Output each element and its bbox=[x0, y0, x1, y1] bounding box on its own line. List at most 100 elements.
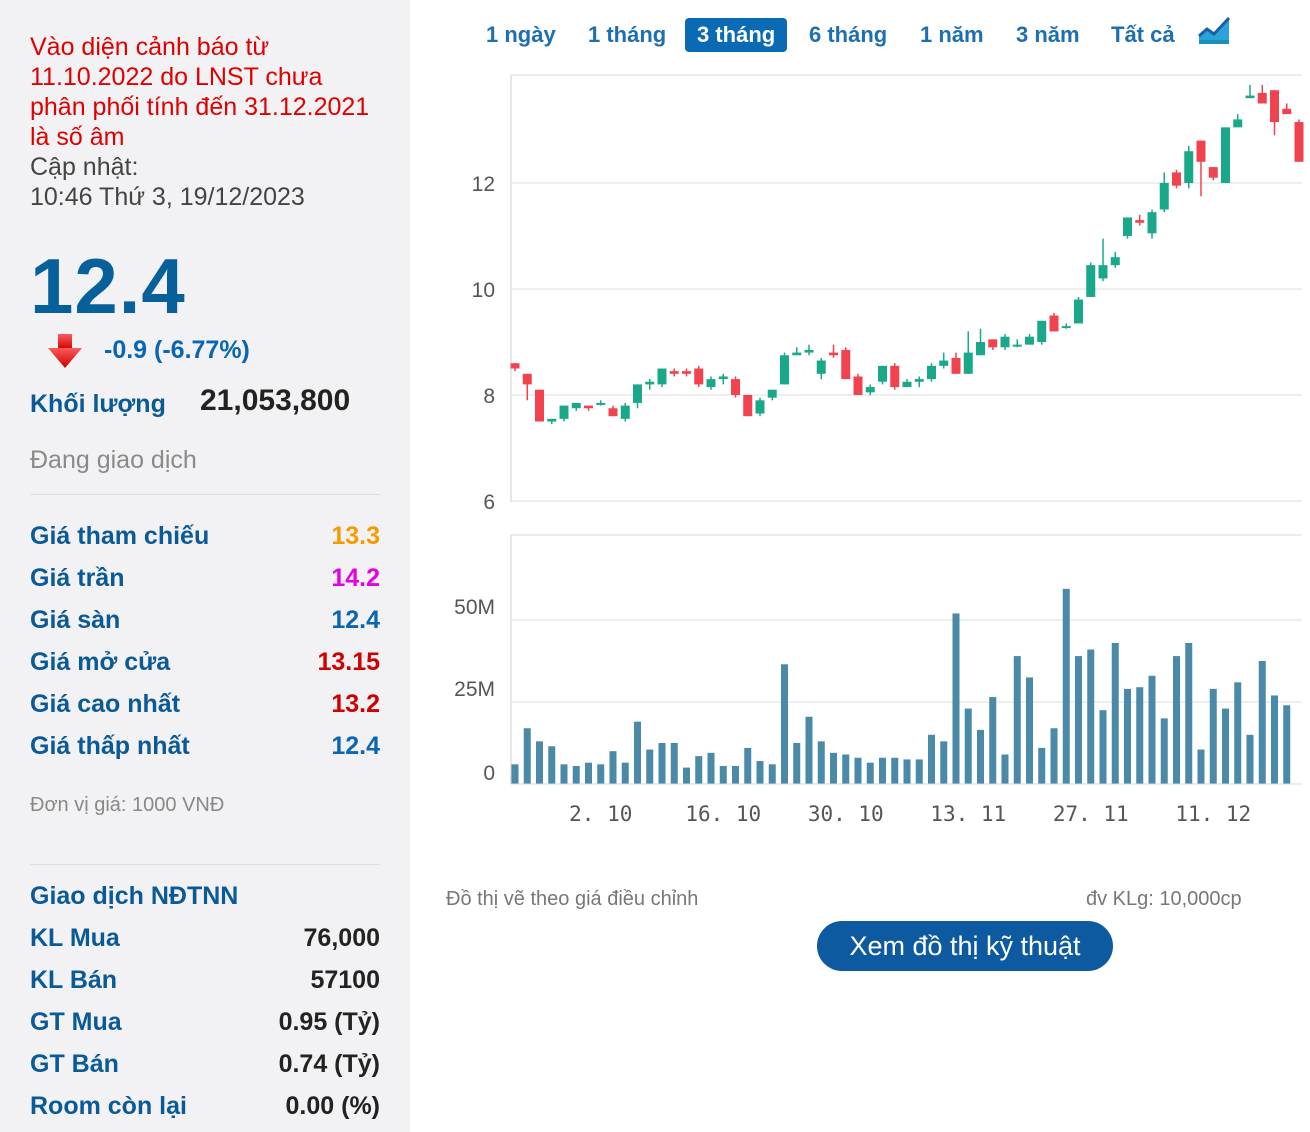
row-value: 12.4 bbox=[331, 606, 380, 634]
volume-bar bbox=[830, 752, 837, 784]
candle-body bbox=[731, 379, 740, 395]
volume-bar bbox=[1013, 656, 1021, 784]
volume-bar bbox=[793, 743, 801, 784]
technical-chart-button[interactable]: Xem đồ thị kỹ thuật bbox=[817, 921, 1113, 971]
candle-body bbox=[718, 376, 728, 380]
candle-body bbox=[1221, 127, 1230, 183]
candle bbox=[1184, 145, 1194, 189]
candle-body bbox=[816, 360, 826, 374]
volume-bar bbox=[1209, 688, 1217, 784]
row-value: 0.00 (%) bbox=[285, 1092, 380, 1120]
candle bbox=[706, 376, 716, 390]
row-value: 0.74 (Tỷ) bbox=[278, 1050, 380, 1078]
tab-1-day[interactable]: 1 ngày bbox=[486, 22, 556, 47]
candle bbox=[1098, 238, 1108, 282]
row-label: Giá trần bbox=[30, 564, 125, 592]
volume-bar bbox=[744, 747, 752, 784]
candle-body bbox=[645, 381, 655, 385]
candle bbox=[522, 373, 532, 401]
y-tick-label: 10 bbox=[472, 279, 495, 302]
tab-all[interactable]: Tất cả bbox=[1111, 22, 1175, 47]
candle bbox=[976, 328, 985, 356]
row-label: KL Bán bbox=[30, 966, 118, 994]
candle-body bbox=[1147, 212, 1157, 234]
volume-bar bbox=[1234, 682, 1242, 784]
candle bbox=[841, 347, 851, 380]
reference-price-row: Giá tham chiếu 13.3 bbox=[30, 522, 380, 556]
candle-body bbox=[1098, 265, 1108, 279]
row-label: Giá thấp nhất bbox=[30, 732, 190, 760]
volume-bar bbox=[1124, 688, 1131, 784]
volume-bar bbox=[621, 762, 629, 784]
candle bbox=[1245, 84, 1255, 99]
row-label: Giá tham chiếu bbox=[30, 522, 210, 550]
candle-body bbox=[902, 381, 912, 388]
candle-body bbox=[1110, 257, 1120, 266]
volume-bar bbox=[1271, 695, 1278, 784]
row-label: GT Bán bbox=[30, 1050, 119, 1078]
candle-body bbox=[682, 371, 691, 374]
candle bbox=[657, 368, 667, 388]
candle bbox=[755, 397, 765, 417]
volume-bar bbox=[1185, 642, 1193, 784]
divider bbox=[30, 864, 380, 865]
tab-3-months[interactable]: 3 tháng bbox=[685, 18, 788, 52]
candle-body bbox=[1086, 265, 1096, 297]
tab-3-years[interactable]: 3 năm bbox=[1016, 22, 1080, 47]
tab-6-months[interactable]: 6 tháng bbox=[809, 22, 888, 47]
low-price-row: Giá thấp nhất 12.4 bbox=[30, 732, 380, 766]
candle-body bbox=[767, 389, 777, 398]
foreign-sell-value-row: GT Bán 0.74 (Tỷ) bbox=[30, 1050, 380, 1084]
candle bbox=[510, 363, 520, 372]
candle-body bbox=[1074, 299, 1083, 324]
candle bbox=[571, 402, 581, 411]
candle-body bbox=[1049, 315, 1059, 332]
y-tick-label: 6 bbox=[483, 491, 495, 514]
volume-bar bbox=[768, 764, 776, 784]
candle-body bbox=[1037, 320, 1047, 342]
tab-1-year[interactable]: 1 năm bbox=[920, 22, 984, 47]
volume-bar bbox=[964, 708, 972, 784]
candle-body bbox=[1294, 122, 1304, 162]
foreign-buy-volume-row: KL Mua 76,000 bbox=[30, 924, 380, 958]
candle bbox=[1135, 214, 1145, 226]
volume-bar bbox=[1160, 718, 1168, 784]
arrow-down-icon bbox=[48, 334, 82, 368]
volume-bar bbox=[1050, 728, 1058, 784]
candle-body bbox=[988, 339, 998, 348]
volume-bar bbox=[1222, 708, 1229, 784]
volume-bar bbox=[683, 767, 690, 784]
candle-body bbox=[1233, 119, 1243, 128]
volume-bar bbox=[1136, 687, 1144, 784]
candle-body bbox=[841, 349, 851, 380]
candle bbox=[1000, 334, 1010, 350]
volume-bar bbox=[560, 764, 568, 784]
foreign-sell-volume-row: KL Bán 57100 bbox=[30, 966, 380, 1000]
volume-bar bbox=[719, 765, 727, 784]
volume-label: Khối lượng bbox=[30, 390, 166, 418]
volume-bar bbox=[634, 721, 641, 784]
volume-bar bbox=[695, 756, 703, 784]
candle-body bbox=[1012, 344, 1022, 347]
updated-time: 10:46 Thứ 3, 19/12/2023 bbox=[30, 183, 305, 211]
row-label: Room còn lại bbox=[30, 1092, 187, 1120]
candle bbox=[780, 352, 789, 385]
volume-bar bbox=[572, 765, 580, 784]
candle-body bbox=[633, 384, 642, 403]
candle-body bbox=[1245, 95, 1255, 99]
volume-bar bbox=[646, 749, 654, 784]
candle bbox=[829, 344, 838, 358]
candle-body bbox=[608, 408, 618, 417]
volume-bar bbox=[805, 716, 813, 784]
candle bbox=[853, 373, 863, 395]
candle-body bbox=[1172, 172, 1181, 186]
candle bbox=[1061, 323, 1071, 329]
area-chart-icon[interactable] bbox=[1198, 16, 1230, 46]
volume-bar bbox=[585, 762, 592, 784]
candle-body bbox=[535, 389, 544, 422]
candle bbox=[878, 365, 887, 385]
candle-body bbox=[878, 365, 887, 382]
candle-body bbox=[939, 360, 949, 366]
tab-1-month[interactable]: 1 tháng bbox=[588, 22, 667, 47]
candle-body bbox=[792, 352, 802, 356]
